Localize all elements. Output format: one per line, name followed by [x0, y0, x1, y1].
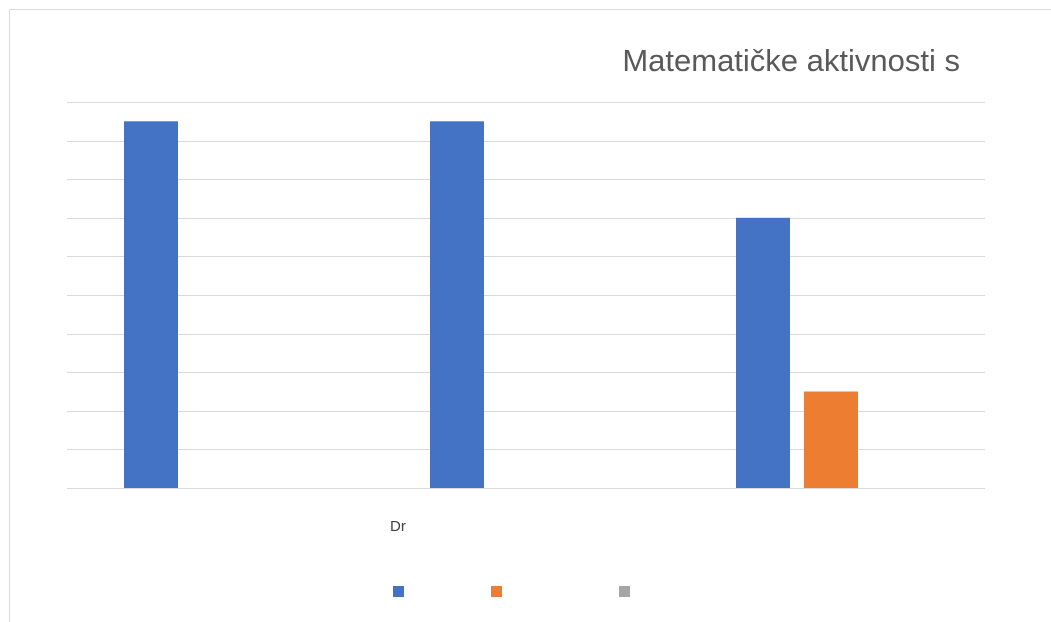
- bar-series-1-cat-2: [430, 121, 484, 489]
- legend-marker-series-2: [491, 586, 502, 597]
- chart-frame: [9, 9, 1051, 622]
- legend-marker-series-1: [393, 586, 404, 597]
- legend-marker-series-3: [619, 586, 630, 597]
- bar-series-1-cat-1: [124, 121, 178, 489]
- x-axis-label: Dr: [390, 518, 406, 535]
- bar-series-2-cat-3: [804, 391, 858, 488]
- chart-title: Matematičke aktivnosti s: [622, 43, 960, 78]
- bars: [124, 121, 858, 489]
- legend: [393, 586, 630, 597]
- bar-series-1-cat-3: [736, 217, 790, 489]
